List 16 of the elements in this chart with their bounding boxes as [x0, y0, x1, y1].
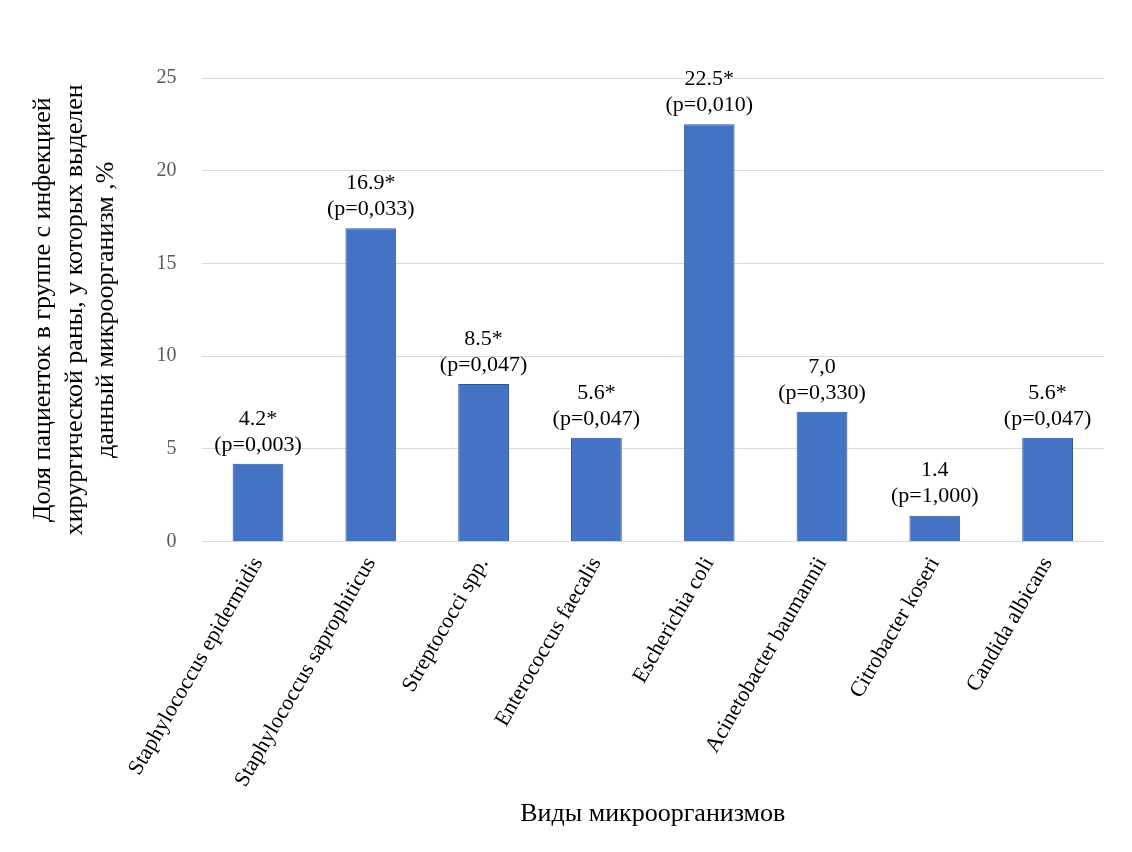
data-label: 1.4 (p=1,000)	[891, 456, 979, 508]
data-label: 7,0 (p=0,330)	[778, 352, 866, 404]
data-label: 8.5* (p=0,047)	[439, 324, 528, 376]
y-tick-label: 25	[156, 65, 177, 88]
y-tick-label: 5	[166, 436, 177, 459]
y-tick-label: 0	[166, 528, 177, 551]
data-label: 5.6* (p=0,047)	[1003, 378, 1092, 430]
y-axis-title: Доля пациенток в группе с инфекцией хирургической раны, у которых выделен данный микроорганизм ,%	[27, 84, 119, 536]
x-axis-title: Виды микроорганизмов	[520, 798, 786, 828]
data-label: 5.6* (p=0,047)	[552, 378, 641, 430]
y-tick-label: 15	[156, 250, 177, 273]
data-label: 22.5* (p=0,010)	[665, 65, 753, 117]
data-label: 16.9* (p=0,033)	[327, 169, 415, 221]
y-tick-label: 10	[156, 343, 177, 366]
y-tick-label: 20	[156, 157, 177, 180]
data-label: 4.2* (p=0,003)	[214, 404, 302, 456]
